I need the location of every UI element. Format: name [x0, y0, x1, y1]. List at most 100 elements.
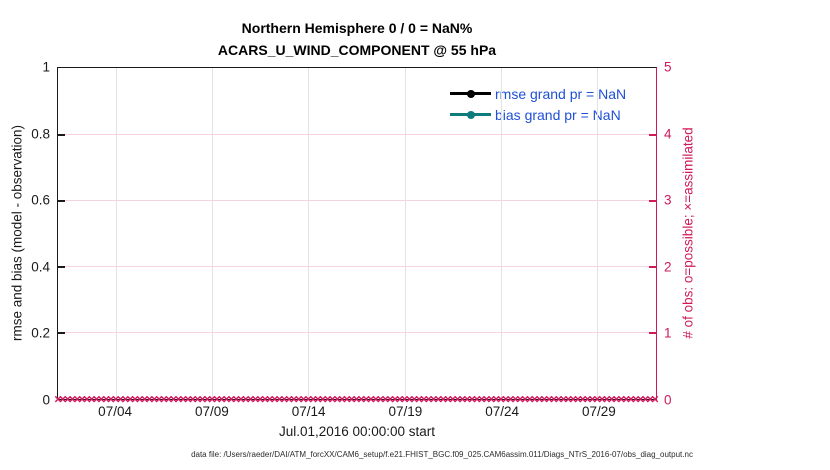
obs-zero-marker: ×: [213, 391, 221, 407]
obs-zero-marker: ×: [208, 391, 216, 407]
obs-zero-marker: ×: [237, 391, 245, 407]
obs-zero-marker: ×: [222, 391, 231, 407]
obs-zero-marker: ×: [535, 391, 544, 407]
y-tick-label-right: 4: [664, 126, 672, 142]
obs-zero-marker: ×: [347, 391, 356, 407]
obs-zero-marker: ×: [193, 391, 202, 407]
obs-zero-marker: ×: [641, 391, 650, 407]
obs-zero-marker: ×: [506, 391, 515, 407]
x-tick-label: 07/24: [485, 404, 520, 419]
obs-zero-marker: ×: [550, 391, 558, 407]
x-tick-label: 07/09: [194, 404, 229, 419]
obs-zero-marker: ×: [169, 391, 178, 407]
data-file-caption: data file: /Users/raeder/DAI/ATM_forcXX/…: [191, 450, 693, 459]
obs-zero-marker: ×: [617, 391, 626, 407]
obs-zero-marker: ×: [179, 391, 187, 407]
obs-zero-marker: ×: [246, 391, 255, 407]
legend-label-rmse: rmse grand pr = NaN: [495, 85, 627, 102]
legend-item-bias: bias grand pr = NaN: [450, 104, 626, 125]
y-tick-label-left: 1: [42, 59, 50, 75]
obs-zero-marker: ×: [410, 391, 419, 407]
obs-zero-marker: ×: [136, 391, 144, 407]
obs-zero-marker: ×: [285, 391, 293, 407]
obs-zero-marker: ×: [328, 391, 337, 407]
obs-zero-marker: ×: [468, 391, 476, 407]
h-gridline: [58, 332, 656, 333]
y-tick-label-right: 0: [664, 392, 672, 408]
legend-item-rmse: rmse grand pr = NaN: [450, 83, 626, 104]
obs-zero-marker: ×: [381, 391, 390, 407]
obs-zero-marker: ×: [651, 391, 659, 407]
left-tick-mark: [58, 200, 65, 202]
y-tick-label-right: 5: [664, 59, 672, 75]
obs-zero-marker: ×: [275, 391, 284, 407]
y-axis-right-tick-labels: 5 4 3 2 1 0: [664, 60, 698, 408]
chart-title: Northern Hemisphere 0 / 0 = NaN% ACARS_U…: [57, 17, 657, 61]
obs-zero-marker: ×: [63, 391, 72, 407]
obs-zero-marker: ×: [501, 391, 510, 407]
left-tick-mark: [58, 332, 65, 334]
obs-zero-marker: ×: [299, 391, 308, 407]
obs-zero-marker: ×: [598, 391, 606, 407]
y-axis-right-title: # of obs: o=possible; ×=assimilated: [680, 127, 696, 339]
chart-title-line2: ACARS_U_WIND_COMPONENT @ 55 hPa: [217, 42, 497, 58]
obs-zero-marker: ×: [189, 391, 197, 407]
obs-zero-marker: ×: [627, 391, 635, 407]
chart-title-line1: Northern Hemisphere 0 / 0 = NaN%: [241, 20, 473, 36]
obs-zero-marker: ×: [270, 391, 279, 407]
obs-zero-marker: ×: [314, 391, 322, 407]
y-tick-label-right: 2: [664, 259, 672, 275]
obs-zero-marker: ×: [362, 391, 370, 407]
obs-zero-marker: ×: [323, 391, 332, 407]
x-tick-label: 07/04: [98, 404, 132, 419]
obs-zero-marker: ×: [574, 391, 582, 407]
obs-zero-marker: ×: [261, 391, 269, 407]
obs-zero-marker: ×: [131, 391, 139, 407]
obs-zero-marker: ×: [554, 391, 563, 407]
x-tick-label: 07/19: [388, 404, 423, 419]
obs-zero-marker: ×: [545, 391, 553, 407]
right-tick-mark: [649, 200, 656, 202]
obs-zero-marker: ×: [607, 391, 616, 407]
obs-zero-marker: ×: [164, 391, 173, 407]
obs-zero-marker: ×: [458, 391, 467, 407]
obs-zero-marker: ×: [492, 391, 500, 407]
obs-zero-marker: ×: [376, 391, 385, 407]
obs-zero-marker: ×: [473, 391, 481, 407]
y-tick-label-right: 1: [664, 325, 672, 341]
obs-zero-marker: ×: [631, 391, 640, 407]
obs-zero-marker: ×: [564, 391, 573, 407]
obs-zero-marker: ×: [352, 391, 361, 407]
obs-zero-marker: ×: [319, 391, 327, 407]
obs-zero-marker: ×: [487, 391, 496, 407]
obs-zero-marker: ×: [150, 391, 159, 407]
obs-zero-marker: ×: [420, 391, 428, 407]
obs-zero-marker: ×: [415, 391, 423, 407]
obs-zero-marker: ×: [453, 391, 462, 407]
obs-zero-marker: ×: [140, 391, 149, 407]
y-tick-label-left: 0.8: [31, 126, 50, 142]
y-tick-label-left: 0.2: [31, 325, 50, 341]
obs-zero-marker: ×: [636, 391, 645, 407]
v-gridline: [500, 68, 502, 399]
obs-zero-marker: ×: [203, 391, 212, 407]
h-gridline: [58, 200, 656, 201]
obs-zero-marker: ×: [338, 391, 346, 407]
obs-zero-marker: ×: [424, 391, 433, 407]
h-gridline: [58, 134, 656, 135]
legend-label-bias: bias grand pr = NaN: [495, 106, 621, 123]
obs-zero-marker: ×: [184, 391, 192, 407]
x-tick-label: 07/14: [291, 404, 326, 419]
x-tick-label: 07/29: [582, 404, 616, 419]
obs-zero-marker: ×: [102, 391, 110, 407]
obs-zero-marker: ×: [357, 391, 366, 407]
bias-line-sample: [450, 110, 491, 119]
obs-zero-marker: ×: [588, 391, 597, 407]
obs-zero-marker: ×: [477, 391, 486, 407]
obs-zero-marker: ×: [59, 391, 67, 407]
v-gridline: [597, 68, 599, 399]
obs-zero-marker: ×: [622, 391, 630, 407]
obs-zero-marker: ×: [111, 391, 120, 407]
legend: rmse grand pr = NaN bias grand pr = NaN: [450, 83, 626, 125]
obs-zero-marker: ×: [54, 391, 62, 407]
